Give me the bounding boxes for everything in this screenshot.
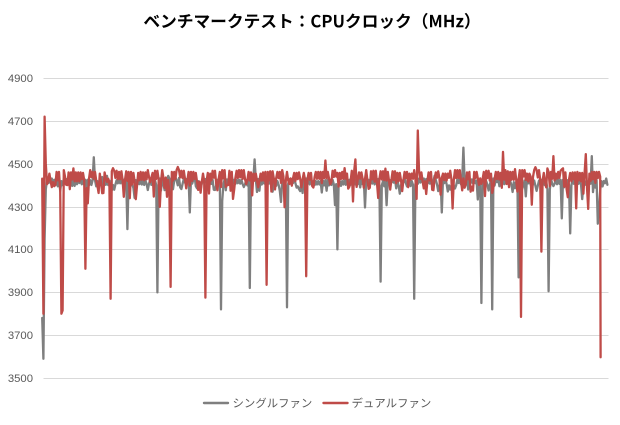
svg-text:4900: 4900 bbox=[8, 73, 33, 85]
svg-text:3700: 3700 bbox=[8, 330, 33, 342]
svg-text:3900: 3900 bbox=[8, 287, 33, 299]
svg-text:4700: 4700 bbox=[8, 116, 33, 128]
svg-text:4100: 4100 bbox=[8, 244, 33, 256]
svg-text:4300: 4300 bbox=[8, 202, 33, 214]
svg-text:3500: 3500 bbox=[8, 373, 33, 385]
svg-text:4500: 4500 bbox=[8, 159, 33, 171]
